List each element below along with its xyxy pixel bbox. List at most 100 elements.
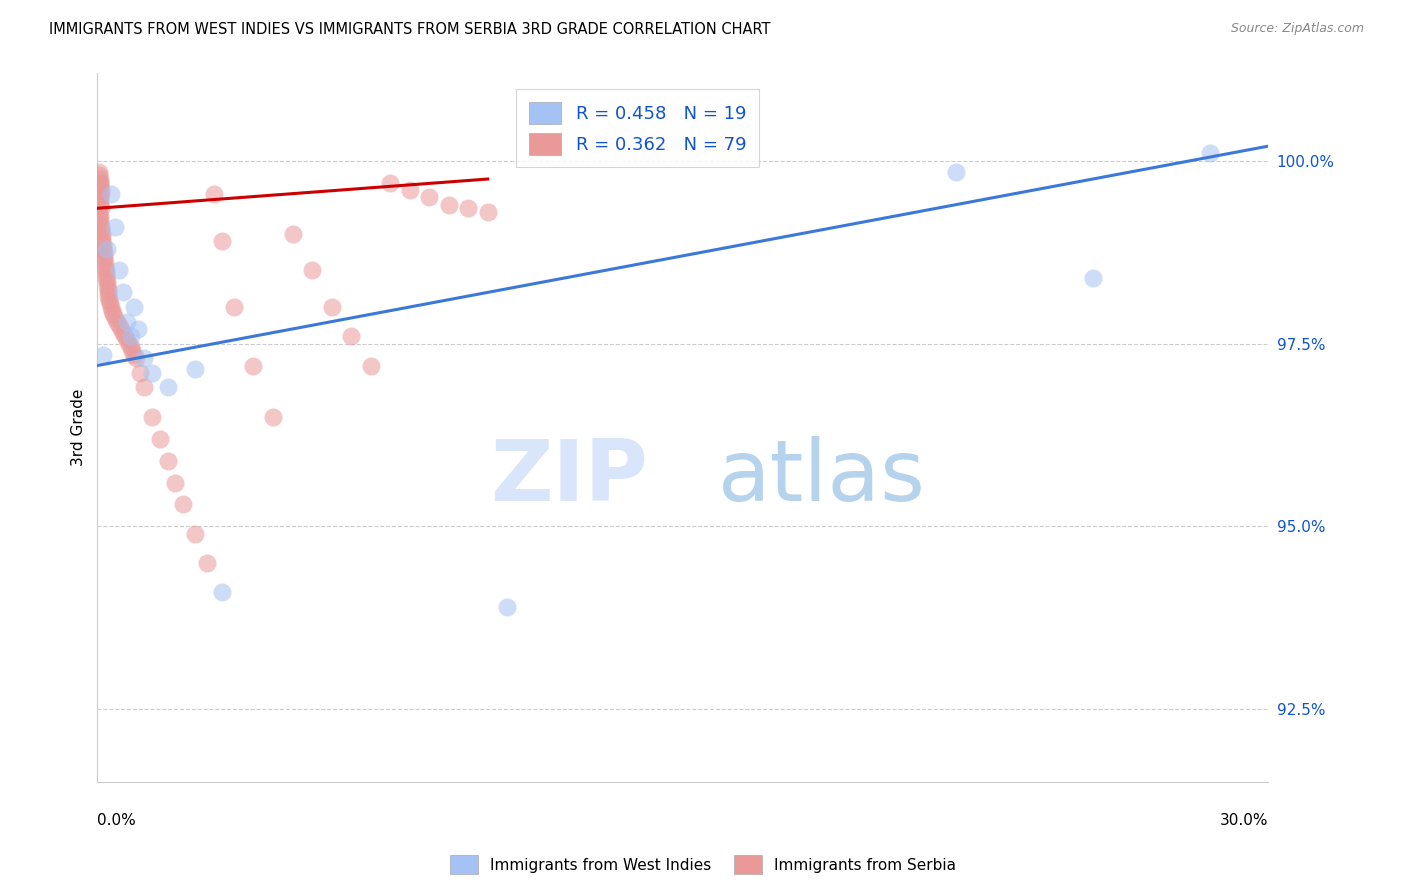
Point [141,366,163,380]
Point [89,176,111,190]
Point [110,322,132,336]
Point [211,585,233,599]
Point [98,296,121,310]
Point [211,234,233,248]
Point [100,186,122,201]
Point [156,380,179,394]
Point [141,409,163,424]
Point [114,329,136,343]
Legend: Immigrants from West Indies, Immigrants from Serbia: Immigrants from West Indies, Immigrants … [444,849,962,880]
Point [93,252,115,267]
Point [97,289,120,303]
Point [184,526,207,541]
Point [120,329,142,343]
Y-axis label: 3rd Grade: 3rd Grade [72,389,86,467]
Point [90,186,112,201]
Point [281,227,304,241]
Point [91,347,114,361]
Text: 0.0%: 0.0% [97,813,136,828]
Point [101,303,124,318]
Point [96,242,118,256]
Point [89,176,111,190]
Point [89,186,111,201]
Point [477,205,499,219]
Point [108,263,131,277]
Point [104,310,127,325]
Point [94,263,117,277]
Point [111,326,134,340]
Point [89,205,111,219]
Point [222,300,245,314]
Text: 30.0%: 30.0% [1220,813,1268,828]
Point [98,293,121,307]
Point [437,197,460,211]
Point [496,599,519,614]
Point [91,230,114,244]
Point [91,242,114,256]
Point [89,190,111,204]
Legend: R = 0.458   N = 19, R = 0.362   N = 79: R = 0.458 N = 19, R = 0.362 N = 79 [516,89,759,168]
Point [89,209,111,223]
Point [89,194,111,208]
Point [100,300,122,314]
Point [1199,146,1222,161]
Point [94,256,117,270]
Point [89,179,111,194]
Point [129,366,152,380]
Point [93,249,115,263]
Point [90,183,112,197]
Point [156,453,179,467]
Point [398,183,420,197]
Point [457,201,479,215]
Point [124,347,146,361]
Point [1081,270,1104,285]
Point [360,359,382,373]
Point [418,190,440,204]
Point [127,322,149,336]
Point [121,343,143,358]
Point [204,186,226,201]
Point [91,234,114,248]
Point [90,219,112,234]
Text: IMMIGRANTS FROM WEST INDIES VS IMMIGRANTS FROM SERBIA 3RD GRADE CORRELATION CHAR: IMMIGRANTS FROM WEST INDIES VS IMMIGRANT… [49,22,770,37]
Point [89,197,111,211]
Point [101,307,124,321]
Point [301,263,323,277]
Point [115,315,138,329]
Point [134,380,156,394]
Point [378,176,401,190]
Point [134,351,156,366]
Point [104,219,127,234]
Point [93,245,115,260]
Point [242,359,264,373]
Point [124,300,146,314]
Point [91,237,114,252]
Point [89,169,111,183]
Text: ZIP: ZIP [491,436,648,519]
Point [94,267,117,281]
Point [96,282,118,296]
Point [115,333,138,347]
Point [125,351,148,366]
Point [321,300,343,314]
Point [96,270,118,285]
Point [262,409,284,424]
Point [105,315,128,329]
Point [96,274,118,288]
Point [165,475,187,490]
Point [89,212,111,227]
Point [89,165,111,179]
Point [90,227,112,241]
Point [97,285,120,300]
Point [89,216,111,230]
Point [90,201,112,215]
Point [184,362,207,376]
Point [120,340,142,354]
Point [172,498,194,512]
Text: atlas: atlas [718,436,927,519]
Text: Source: ZipAtlas.com: Source: ZipAtlas.com [1230,22,1364,36]
Point [89,172,111,186]
Point [111,285,134,300]
Point [90,223,112,237]
Point [195,556,218,570]
